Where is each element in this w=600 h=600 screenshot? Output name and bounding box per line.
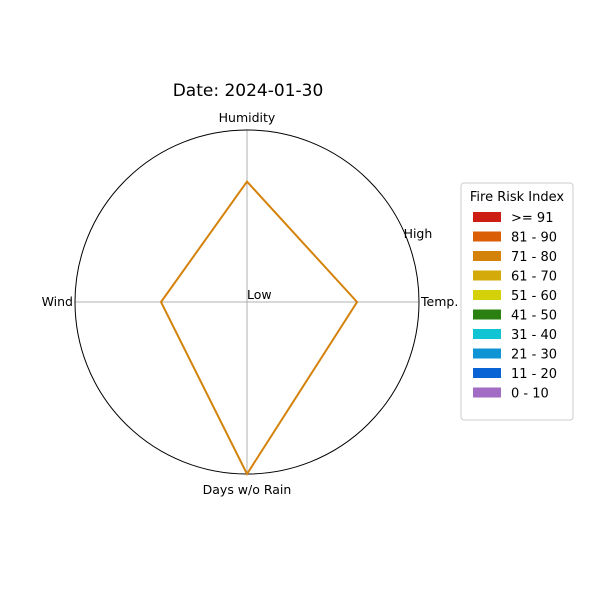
- legend: Fire Risk Index >= 91 81 - 90 71 - 80 61 - …: [460, 182, 574, 421]
- legend-swatch: [473, 368, 501, 378]
- axis-label: Humidity: [219, 110, 276, 125]
- legend-swatch: [473, 270, 501, 281]
- legend-label: 31 - 40: [511, 328, 557, 343]
- legend-label: 21 - 30: [511, 348, 557, 363]
- legend-swatch: [473, 290, 501, 300]
- radial-label-outer: High: [404, 226, 433, 241]
- legend-title: Fire Risk Index: [470, 190, 565, 205]
- series-polygon: [159, 180, 359, 477]
- chart-title: Date: 2024-01-30: [173, 81, 324, 101]
- legend-swatch: [473, 309, 501, 320]
- axis-label: Days w/o Rain: [203, 482, 292, 497]
- legend-swatch: [473, 231, 501, 242]
- legend-swatch: [473, 348, 501, 359]
- legend-swatch: [473, 212, 501, 222]
- legend-swatch: [473, 251, 501, 261]
- radial-label-inner: Low: [247, 287, 272, 302]
- legend-label: >= 91: [511, 211, 553, 226]
- legend-label: 41 - 50: [511, 309, 557, 324]
- legend-entries: >= 91 81 - 90 71 - 80 61 - 70 51 - 60 41 - 50…: [473, 211, 557, 402]
- legend-label: 0 - 10: [511, 387, 549, 402]
- legend-label: 51 - 60: [511, 289, 557, 304]
- series-layer: [159, 180, 359, 477]
- legend-frame: [460, 182, 574, 421]
- axis-label: Temp.: [420, 294, 458, 309]
- legend-swatch: [473, 387, 501, 398]
- legend-label: 61 - 70: [511, 270, 557, 285]
- legend-label: 11 - 20: [511, 367, 557, 382]
- axis-labels: Temp. Humidity Wind Days w/o Rain: [42, 110, 459, 497]
- legend-label: 81 - 90: [511, 231, 557, 246]
- legend-swatch: [473, 329, 501, 339]
- axis-label: Wind: [42, 294, 73, 309]
- legend-label: 71 - 80: [511, 250, 557, 265]
